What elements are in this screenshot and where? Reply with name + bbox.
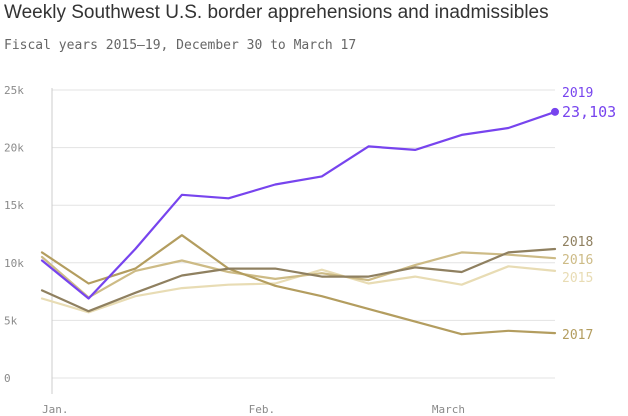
- series-line-2018: [40, 247, 557, 313]
- series-label-2017: 2017: [562, 328, 593, 343]
- y-tick-label: 20k: [4, 142, 24, 155]
- x-tick-label: Jan.: [42, 403, 69, 416]
- series-line-2016: [40, 251, 557, 299]
- series-end-point-2019: [551, 107, 559, 116]
- y-tick-label: 25k: [4, 84, 24, 97]
- chart-title: Weekly Southwest U.S. border apprehensio…: [4, 2, 549, 23]
- y-tick-label: 5k: [4, 314, 18, 327]
- series-label-2015: 2015: [562, 271, 593, 286]
- series-end-value-2019: 23,103: [562, 103, 616, 121]
- series-line-2017: [40, 234, 557, 336]
- series-label-2016: 2016: [562, 253, 593, 268]
- y-tick-label: 15k: [4, 199, 24, 212]
- series-label-2018: 2018: [562, 235, 593, 250]
- y-tick-label: 10k: [4, 257, 24, 270]
- chart-subtitle: Fiscal years 2015–19, December 30 to Mar…: [4, 38, 357, 53]
- y-tick-label: 0: [4, 372, 11, 385]
- series-label-2019: 2019: [562, 86, 593, 101]
- x-tick-label: Feb.: [249, 403, 276, 416]
- series-line-2019: [40, 110, 557, 300]
- x-tick-label: March: [432, 403, 465, 416]
